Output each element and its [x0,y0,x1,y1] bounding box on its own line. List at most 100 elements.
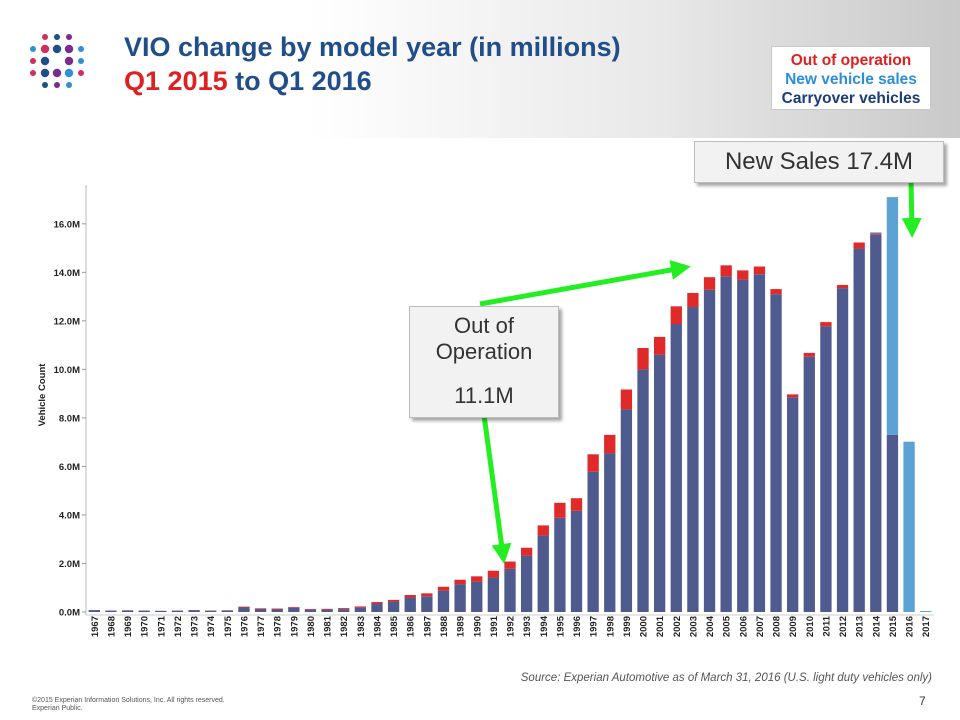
logo-dot [40,68,50,78]
callout-new-sales: New Sales 17.4M [694,141,944,183]
bar-1982-out-of-operation [338,608,350,610]
x-tick-label: 1971 [156,615,167,637]
bar-2006-carryover-vehicles [737,279,749,612]
x-tick-label: 1984 [372,615,383,637]
bar-1971-carryover-vehicles [155,610,167,612]
x-tick-label: 2001 [655,615,666,637]
bar-2003-out-of-operation [687,292,699,308]
callout-out-of-operation: Out of Operation 11.1M [409,306,559,418]
bar-1998-out-of-operation [604,434,616,454]
bar-1991-out-of-operation [487,570,500,578]
y-tick-label: 8.0M [59,413,80,424]
y-tick-label: 0.0M [59,608,80,619]
bar-1987-out-of-operation [421,593,433,597]
callout-out-line-1: Out of [454,313,514,338]
bar-2017-new-vehicle-sales [920,611,932,612]
x-tick-label: 2010 [805,616,816,637]
bar-1990-carryover-vehicles [471,581,483,612]
slide-header: VIO change by model year (in millions) Q… [0,0,960,138]
y-axis-label: Vehicle Count [37,363,48,427]
legend-out-of-operation: Out of operation [790,52,912,69]
bar-2007-carryover-vehicles [753,274,766,612]
bar-1998-carryover-vehicles [604,453,616,612]
bar-1988-carryover-vehicles [437,590,450,612]
copyright-line-2: Experian Public. [32,705,83,712]
x-tick-label: 1978 [273,616,284,637]
bar-1984-out-of-operation [371,602,383,604]
x-tick-label: 1974 [206,615,217,637]
x-tick-label: 1970 [140,616,151,637]
bar-1999-out-of-operation [620,389,633,410]
bar-1985-out-of-operation [387,599,400,602]
bar-2015-carryover-vehicles [886,434,899,612]
bar-1974-carryover-vehicles [205,610,217,612]
bar-1996-carryover-vehicles [570,510,583,612]
x-tick-label: 1972 [173,616,184,637]
x-tick-label: 1993 [522,616,533,637]
bar-2011-carryover-vehicles [820,326,832,612]
x-tick-label: 2014 [871,615,882,637]
logo-dot [40,56,50,66]
logo-dot [66,34,72,40]
bar-1997-carryover-vehicles [587,471,599,612]
bar-1977-carryover-vehicles [254,608,267,612]
bar-2009-out-of-operation [787,394,799,398]
y-tick-label: 16.0M [54,219,80,230]
bar-1986-carryover-vehicles [404,597,416,612]
bar-1988-out-of-operation [437,586,450,591]
x-tick-label: 1973 [190,616,201,637]
legend: Out of operation New vehicle sales Carry… [771,46,931,110]
x-tick-label: 1977 [256,616,267,637]
bar-1979-out-of-operation [288,607,300,608]
bar-1970-carryover-vehicles [138,610,150,612]
x-tick-label: 1992 [506,616,517,637]
bar-2002-carryover-vehicles [670,324,682,612]
bar-1995-carryover-vehicles [554,517,566,612]
x-tick-label: 1976 [239,616,250,637]
y-tick-label: 2.0M [59,559,80,570]
bar-1989-out-of-operation [454,579,466,585]
x-tick-label: 1989 [456,616,467,637]
x-tick-label: 1987 [422,616,433,637]
bar-1991-carryover-vehicles [487,577,500,612]
logo-dot [78,70,84,76]
y-tick-label: 12.0M [54,316,80,327]
bar-1994-out-of-operation [537,525,549,536]
x-tick-label: 1991 [489,615,500,637]
copyright-line-1: ©2015 Experian Information Solutions, In… [32,697,225,704]
bar-2014-carryover-vehicles [870,234,882,613]
x-tick-label: 1988 [439,616,450,637]
title-line-2-suffix: to Q1 2016 [227,66,372,96]
logo-dot [42,34,48,40]
x-tick-label: 2007 [755,616,766,637]
bar-2006-out-of-operation [737,270,749,280]
y-tick-label: 10.0M [54,365,80,376]
x-tick-label: 1990 [472,616,483,637]
bar-2004-carryover-vehicles [703,289,716,612]
bar-1987-carryover-vehicles [421,596,433,612]
slide-title: VIO change by model year (in millions) Q… [124,30,621,98]
legend-new-vehicle-sales: New vehicle sales [785,71,917,88]
x-tick-label: 1968 [106,616,117,637]
bar-1981-carryover-vehicles [321,609,333,612]
logo-dot [64,68,74,78]
x-tick-label: 1999 [622,616,633,637]
bar-2003-carryover-vehicles [687,307,699,612]
bar-1967-carryover-vehicles [88,610,100,612]
bar-2013-carryover-vehicles [853,248,865,612]
x-tick-label: 2017 [921,616,932,637]
x-tick-label: 1995 [555,615,566,637]
bar-1992-out-of-operation [504,561,516,569]
bar-2004-out-of-operation [703,277,716,290]
bar-1978-carryover-vehicles [271,608,283,612]
bar-1976-out-of-operation [238,606,250,608]
title-line-2-prefix: Q1 [124,66,168,96]
bar-1993-out-of-operation [520,547,533,556]
bar-1993-carryover-vehicles [520,555,533,612]
bar-1976-carryover-vehicles [238,607,250,612]
bar-1990-out-of-operation [471,576,483,582]
bar-2015-new-vehicle-sales [886,197,899,435]
bar-2007-out-of-operation [753,266,766,275]
logo-dot [78,46,84,52]
